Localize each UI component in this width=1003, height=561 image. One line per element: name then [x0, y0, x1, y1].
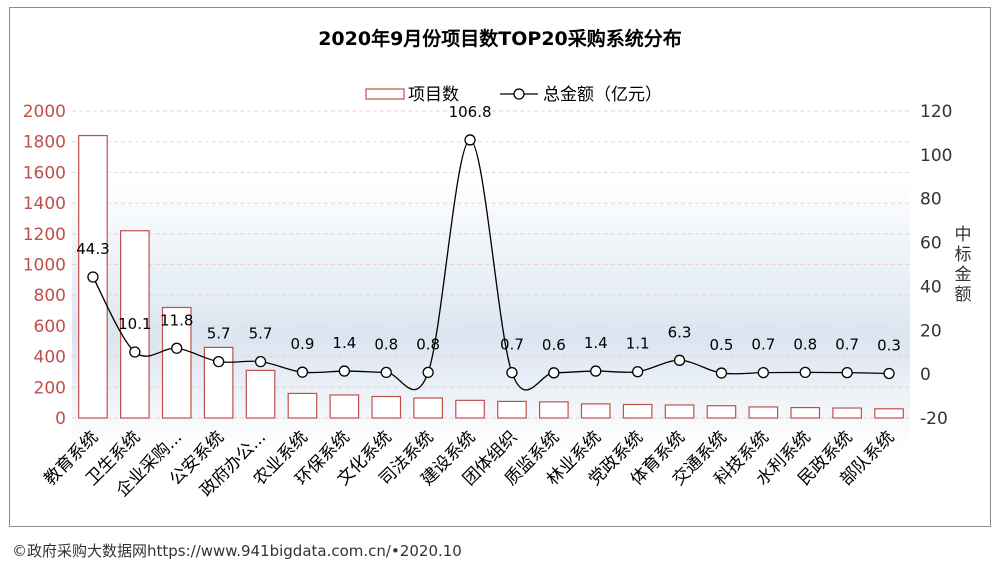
- line-point: [254, 355, 267, 368]
- line-point: [129, 346, 141, 358]
- y-left-tick-label: 400: [34, 348, 66, 368]
- line-point: [87, 271, 99, 283]
- legend-swatch-bar: [365, 88, 405, 100]
- plot-background-band: [72, 178, 910, 448]
- bar: [790, 406, 821, 419]
- bar: [539, 401, 569, 419]
- legend-swatch-marker: [513, 88, 525, 100]
- y-left-tick-label: 600: [34, 317, 66, 337]
- y-right-tick-label: 120: [920, 102, 952, 122]
- y-right-tick-label: 0: [920, 365, 931, 385]
- line-point: [632, 366, 644, 378]
- bar: [413, 397, 443, 419]
- data-label: 0.7: [751, 336, 775, 354]
- legend-label-bar: 项目数: [408, 85, 459, 105]
- footer-source: ©政府采购大数据网https://www.941bigdata.com.cn/•…: [12, 542, 462, 560]
- data-label: 0.6: [542, 336, 566, 354]
- series-line: [92, 139, 890, 391]
- bar: [245, 369, 276, 419]
- y-right-tick-label: 60: [920, 234, 942, 254]
- line-point: [296, 366, 309, 378]
- y-left-tick-label: 1400: [23, 194, 66, 214]
- data-label: 0.8: [793, 335, 817, 353]
- bar: [706, 405, 737, 419]
- y-right-tick-label: 20: [920, 321, 942, 341]
- data-label: 0.5: [710, 336, 734, 354]
- data-label: 0.7: [835, 336, 859, 354]
- y-left-tick-label: 200: [34, 378, 66, 398]
- y-left-tick-label: 1000: [23, 256, 66, 276]
- line-point: [757, 366, 769, 379]
- bar: [371, 395, 402, 419]
- y-left-tick-label: 1800: [23, 133, 66, 153]
- data-label: 10.1: [118, 315, 151, 333]
- data-label: 5.7: [207, 325, 231, 343]
- line-point: [841, 366, 853, 379]
- bar: [497, 400, 527, 419]
- data-label: 106.8: [449, 103, 492, 121]
- data-label: 44.3: [76, 240, 109, 258]
- line-point: [380, 366, 392, 379]
- bar: [664, 404, 695, 419]
- data-label: 0.8: [416, 335, 440, 353]
- line-point: [548, 367, 560, 379]
- line-point: [715, 367, 728, 379]
- y-right-tick-label: 80: [920, 190, 942, 210]
- y-right-tick-label: 100: [920, 146, 952, 166]
- line-point: [464, 134, 476, 146]
- y-left-tick-label: 1200: [23, 225, 66, 245]
- y-left-tick-label: 800: [34, 286, 66, 306]
- bar: [832, 407, 862, 419]
- line-point: [171, 342, 183, 354]
- data-label: 1.4: [332, 334, 356, 352]
- y-right-axis-label: 中标金额: [955, 225, 972, 305]
- line-point: [506, 366, 518, 379]
- y-axis-right: -20 0 20 40 60 80 100 120 中标金额: [920, 102, 972, 429]
- bar: [874, 408, 904, 419]
- legend: 项目数 总金额（亿元）: [365, 85, 662, 105]
- bar: [455, 399, 485, 419]
- bar: [120, 230, 150, 419]
- bar: [622, 403, 653, 419]
- data-label: 0.7: [500, 336, 524, 354]
- y-right-tick-label: 40: [920, 277, 942, 297]
- y-right-tick-label: -20: [920, 409, 948, 429]
- line-point: [338, 365, 351, 377]
- bar: [329, 394, 360, 419]
- data-label: 11.8: [160, 311, 193, 329]
- y-left-tick-label: 2000: [23, 102, 66, 122]
- bar: [287, 392, 318, 419]
- bar: [161, 306, 192, 419]
- line-point: [422, 366, 434, 379]
- y-left-tick-label: 0: [55, 409, 66, 429]
- line-point: [590, 365, 602, 377]
- line-point: [212, 355, 225, 368]
- line-point: [799, 366, 811, 379]
- data-label: 5.7: [249, 325, 273, 343]
- y-axis-left: 0 200 400 600 800 1000 1200 1400 1600 1800 2000: [23, 102, 66, 429]
- data-label: 1.1: [626, 335, 650, 353]
- line-point: [673, 354, 686, 366]
- line-point: [883, 367, 895, 380]
- y-left-tick-label: 1600: [23, 163, 66, 183]
- line-series: 44.3 10.1 11.8 5.7 5.7 0.9 1.4 0.8 0.8 106.8 0.7 0.…: [76, 103, 901, 391]
- bar: [580, 403, 611, 419]
- data-label: 1.4: [584, 334, 608, 352]
- chart-frame: 2020年9月份项目数TOP20采购系统分布 项目数 总金额（亿元） 0 200 40…: [9, 7, 991, 527]
- chart: 2020年9月份项目数TOP20采购系统分布 项目数 总金额（亿元） 020040…: [23, 27, 972, 501]
- data-label: 0.9: [291, 335, 315, 353]
- data-label: 6.3: [668, 323, 692, 341]
- data-label: 0.3: [877, 336, 901, 354]
- bar: [748, 406, 779, 419]
- data-label: 0.8: [374, 335, 398, 353]
- legend-label-line: 总金额（亿元）: [543, 85, 662, 105]
- bar-series: [78, 134, 904, 419]
- chart-title: 2020年9月份项目数TOP20采购系统分布: [318, 27, 682, 50]
